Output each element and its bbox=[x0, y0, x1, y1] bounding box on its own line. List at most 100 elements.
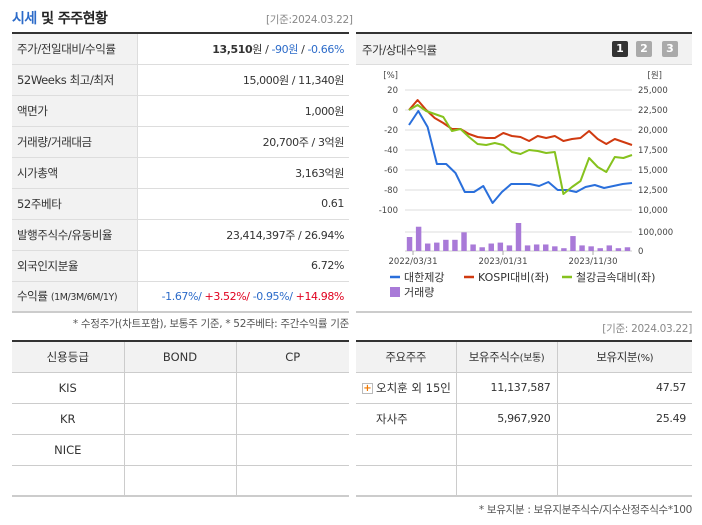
table-row bbox=[356, 434, 692, 466]
table-header-row: 신용등급 BOND CP bbox=[12, 341, 349, 373]
column-header: 보유지분(%) bbox=[557, 341, 692, 373]
volume-bar bbox=[424, 243, 431, 251]
expand-plus-icon[interactable]: + bbox=[362, 382, 373, 394]
row-label: 발행주식수/유동비율 bbox=[12, 219, 138, 251]
right-tick-label: 22,500 bbox=[638, 106, 668, 116]
column-header: 주요주주 bbox=[356, 341, 457, 373]
agency-cell: KR bbox=[12, 403, 125, 435]
holder-name: + 오치훈 외 15인 bbox=[356, 372, 457, 404]
cp-cell bbox=[236, 372, 349, 404]
chart-page-3-button[interactable]: 3 bbox=[662, 41, 678, 57]
volume-tick-label: 100,000 bbox=[638, 228, 673, 238]
shares-cell: 5,967,920 bbox=[456, 403, 558, 435]
row-label: 액면가 bbox=[12, 95, 138, 127]
table-row: + 오치훈 외 15인 11,137,587 47.57 bbox=[356, 372, 692, 404]
agency-cell: KIS bbox=[12, 372, 125, 404]
table-row bbox=[356, 465, 692, 497]
right-tick-label: 12,500 bbox=[638, 186, 668, 196]
table-row: NICE bbox=[12, 434, 349, 466]
row-label: 시가총액 bbox=[12, 157, 138, 189]
cp-cell bbox=[236, 434, 349, 466]
legend-item: 거래량 bbox=[404, 286, 434, 299]
volume-bar bbox=[597, 248, 603, 251]
shares-cell: 11,137,587 bbox=[456, 372, 558, 404]
left-tick-label: -100 bbox=[379, 206, 398, 216]
pct-cell bbox=[557, 465, 692, 497]
right-tick-label: 10,000 bbox=[638, 206, 668, 216]
price-info-table: 주가/전일대비/수익률 13,510원 / -90원 / -0.66% 52We… bbox=[12, 32, 349, 313]
date-note: [기준:2024.03.22] bbox=[266, 14, 353, 26]
bond-cell bbox=[124, 403, 237, 435]
left-tick-label: 0 bbox=[393, 106, 398, 116]
volume-bar bbox=[533, 244, 540, 251]
row-value: 15,000원 / 11,340원 bbox=[137, 64, 349, 96]
row-value: 6.72% bbox=[137, 250, 349, 282]
holder-name bbox=[356, 465, 457, 497]
major-holders-table: 주요주주 보유주식수(보통) 보유지분(%) + 오치훈 외 15인 11,137… bbox=[356, 340, 692, 497]
shares-cell bbox=[456, 434, 558, 466]
legend-item: 철강금속대비(좌) bbox=[576, 271, 655, 284]
table-row: KR bbox=[12, 403, 349, 435]
row-value: 20,700주 / 3억원 bbox=[137, 126, 349, 158]
row-value: 23,414,397주 / 26.94% bbox=[137, 219, 349, 251]
section-title: 시세 및 주주현황 bbox=[12, 11, 108, 27]
volume-bar bbox=[434, 242, 440, 251]
row-label: 52Weeks 최고/최저 bbox=[12, 64, 138, 96]
volume-bar bbox=[561, 248, 567, 251]
holders-footnote: * 보유지분 : 보유지분주식수/지수산정주식수*100 bbox=[478, 504, 692, 516]
holder-name bbox=[356, 434, 457, 466]
series-line bbox=[408, 99, 633, 146]
volume-bar bbox=[543, 244, 549, 251]
x-tick-label: 2023/11/30 bbox=[569, 257, 618, 267]
volume-bar bbox=[515, 223, 522, 251]
pct-cell: 47.57 bbox=[557, 372, 692, 404]
column-header: CP bbox=[236, 341, 349, 373]
right-tick-label: 15,000 bbox=[638, 166, 668, 176]
table-header-row: 주요주주 보유주식수(보통) 보유지분(%) bbox=[356, 341, 692, 373]
chart-page-1-button[interactable]: 1 bbox=[612, 41, 628, 57]
row-label: 거래량/거래대금 bbox=[12, 126, 138, 158]
right-axis-unit: [원] bbox=[648, 71, 662, 81]
x-tick-label: 2022/03/31 bbox=[389, 257, 438, 267]
chart-header: 주가/상대수익률 1 2 3 bbox=[356, 34, 692, 65]
cp-cell bbox=[236, 403, 349, 435]
volume-bar bbox=[552, 246, 558, 251]
volume-bar bbox=[406, 237, 413, 251]
volume-bar bbox=[488, 243, 494, 251]
volume-bar bbox=[452, 239, 458, 251]
volume-bar bbox=[497, 242, 504, 251]
volume-tick-label: 0 bbox=[638, 247, 643, 257]
price-chart: [%] [원] 20 25,000 0 22,500 -20 20,000 -40 17,500 -… bbox=[379, 71, 673, 299]
row-value: 0.61 bbox=[137, 188, 349, 220]
table-row: 액면가 1,000원 bbox=[12, 95, 349, 127]
volume-bar bbox=[443, 239, 449, 251]
credit-rating-table: 신용등급 BOND CP KIS KR NICE bbox=[12, 340, 349, 497]
pct-cell: 25.49 bbox=[557, 403, 692, 435]
holder-name-link[interactable]: 오치훈 외 15인 bbox=[376, 380, 451, 395]
row-label: 수익률 (1M/3M/6M/1Y) bbox=[12, 281, 138, 313]
returns-value: -1.67%/ +3.52%/ -0.95%/ +14.98% bbox=[137, 281, 349, 313]
bond-cell bbox=[124, 465, 237, 497]
table-row: 시가총액 3,163억원 bbox=[12, 157, 349, 189]
left-tick-label: 20 bbox=[387, 86, 398, 96]
left-tick-label: -40 bbox=[384, 146, 398, 156]
legend-item: KOSPI대비(좌) bbox=[478, 271, 549, 284]
bond-cell bbox=[124, 434, 237, 466]
x-tick-label: 2023/01/31 bbox=[479, 257, 528, 267]
column-header: BOND bbox=[124, 341, 237, 373]
table-row: 52Weeks 최고/최저 15,000원 / 11,340원 bbox=[12, 64, 349, 96]
volume-bar bbox=[588, 246, 594, 251]
chart-page-2-button[interactable]: 2 bbox=[636, 41, 652, 57]
bond-cell bbox=[124, 372, 237, 404]
pct-cell bbox=[557, 434, 692, 466]
volume-bar bbox=[479, 247, 485, 251]
table-row: 52주베타 0.61 bbox=[12, 188, 349, 220]
table-row: 외국인지분율 6.72% bbox=[12, 250, 349, 282]
left-tick-label: -80 bbox=[384, 186, 398, 196]
table-row bbox=[12, 465, 349, 497]
agency-cell bbox=[12, 465, 125, 497]
table-row: 발행주식수/유동비율 23,414,397주 / 26.94% bbox=[12, 219, 349, 251]
volume-bar bbox=[506, 245, 513, 251]
left-tick-label: -20 bbox=[384, 126, 398, 136]
shares-cell bbox=[456, 465, 558, 497]
